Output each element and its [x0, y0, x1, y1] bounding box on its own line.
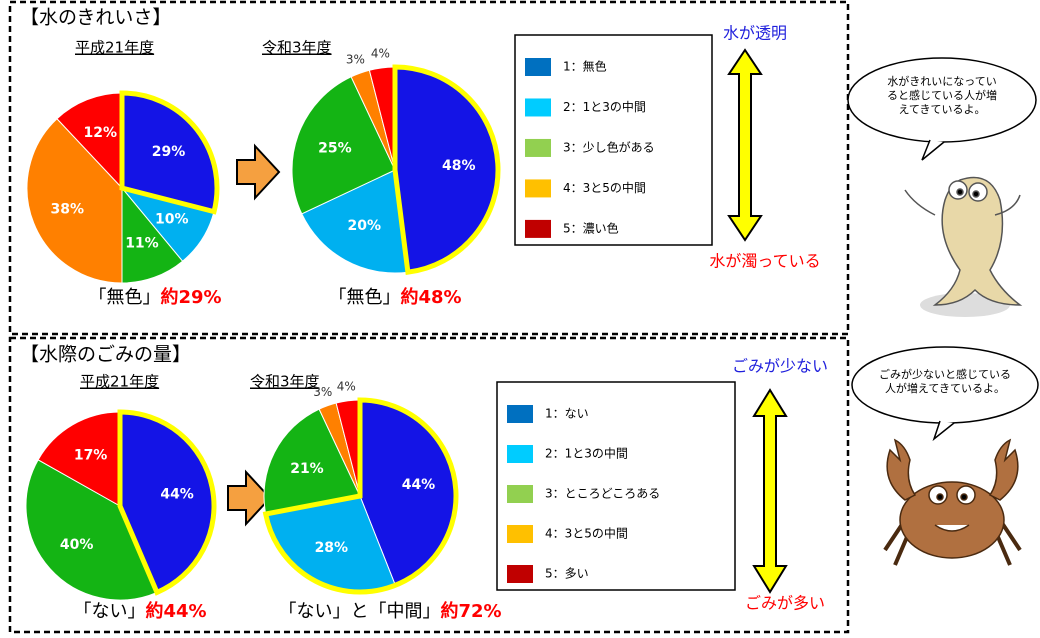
pie-title: 平成21年度: [75, 39, 154, 57]
legend-label: 5：濃い色: [563, 221, 619, 235]
pie-value-label: 20%: [347, 218, 381, 234]
legend-label: 1：ない: [545, 407, 589, 421]
speech-tail: [922, 140, 944, 160]
legend-swatch: [525, 220, 551, 238]
legend-label: 3：少し色がある: [563, 139, 655, 154]
pie-value-label: 3%: [346, 52, 365, 66]
scale-top-label: ごみが少ない: [732, 357, 828, 376]
legend-swatch: [507, 565, 533, 583]
legend-label: 3：ところどころある: [545, 487, 660, 501]
scale-top-label: 水が透明: [723, 24, 787, 43]
pie-value-label: 10%: [155, 212, 189, 228]
legend-swatch: [507, 525, 533, 543]
bubble-text: 水がきれいになってい: [887, 74, 996, 88]
pie-value-label: 40%: [60, 537, 94, 553]
caption-value: 約44%: [145, 600, 206, 622]
legend-label: 1：無色: [563, 59, 607, 74]
pie-value-label: 11%: [125, 235, 159, 251]
pie-value-label: 4%: [371, 46, 390, 60]
bubble-text: 人が増えてきているよ。: [885, 381, 1005, 395]
bubble-text: ると感じている人が増: [887, 88, 997, 102]
bubble-text: えてきているよ。: [898, 103, 985, 116]
pie-value-label: 28%: [315, 540, 349, 556]
pie-title: 平成21年度: [80, 373, 159, 391]
caption-value: 約72%: [440, 600, 501, 622]
caption-text: 「ない」と「中間」: [278, 601, 440, 622]
pie-value-label: 48%: [442, 158, 476, 174]
scale-bottom-label: ごみが多い: [745, 594, 825, 613]
pie-value-label: 17%: [74, 448, 108, 464]
infographic: 【水のきれいさ】水が透明水が濁っている 1：無色 2：1と3の中間 3：少し色がある 4…: [0, 0, 1040, 634]
caption-text: 「無色」: [328, 287, 400, 308]
caption-value: 約29%: [160, 286, 221, 308]
pie-title: 令和3年度: [262, 39, 332, 57]
crab-character: [885, 440, 1020, 565]
legend-swatch: [507, 445, 533, 463]
legend-label: 4：3と5の中間: [545, 526, 628, 541]
legend-swatch: [507, 485, 533, 503]
caption-value: 約48%: [400, 286, 461, 308]
pie-caption: 「ない」約44%: [73, 600, 206, 622]
legend-swatch: [525, 58, 551, 76]
panel-title: 【水際のごみの量】: [20, 344, 191, 366]
legend-label: 5：多い: [545, 567, 589, 581]
scale-arrow: [754, 390, 786, 592]
speech-tail: [934, 421, 954, 439]
legend-swatch: [525, 139, 551, 157]
pie-value-label: 12%: [84, 125, 118, 141]
pie-caption: 「無色」約48%: [328, 286, 461, 308]
pie-value-label: 4%: [337, 379, 356, 393]
pie-caption: 「ない」と「中間」約72%: [278, 600, 501, 622]
pie-value-label: 3%: [313, 385, 332, 399]
caption-text: 「無色」: [88, 287, 160, 308]
panel-title: 【水のきれいさ】: [20, 7, 171, 29]
pie-value-label: 25%: [318, 140, 352, 156]
legend-label: 2：1と3の中間: [545, 446, 628, 461]
legend-swatch: [507, 405, 533, 423]
arrow: [237, 146, 279, 198]
pie-value-label: 44%: [402, 477, 436, 493]
pie-value-label: 29%: [152, 144, 186, 160]
legend-swatch: [525, 179, 551, 197]
legend-label: 4：3と5の中間: [563, 180, 646, 195]
scale-arrow: [729, 50, 761, 240]
fish-character: [905, 178, 1020, 318]
pie-title: 令和3年度: [250, 373, 320, 391]
pie-value-label: 38%: [50, 202, 84, 218]
caption-text: 「ない」: [73, 601, 145, 622]
pie-caption: 「無色」約29%: [88, 286, 221, 308]
pie-value-label: 44%: [160, 486, 194, 502]
legend-label: 2：1と3の中間: [563, 99, 646, 114]
pie-value-label: 21%: [290, 461, 324, 477]
legend-swatch: [525, 98, 551, 116]
scale-bottom-label: 水が濁っている: [709, 252, 820, 271]
bubble-text: ごみが少ないと感じている: [879, 367, 1011, 381]
